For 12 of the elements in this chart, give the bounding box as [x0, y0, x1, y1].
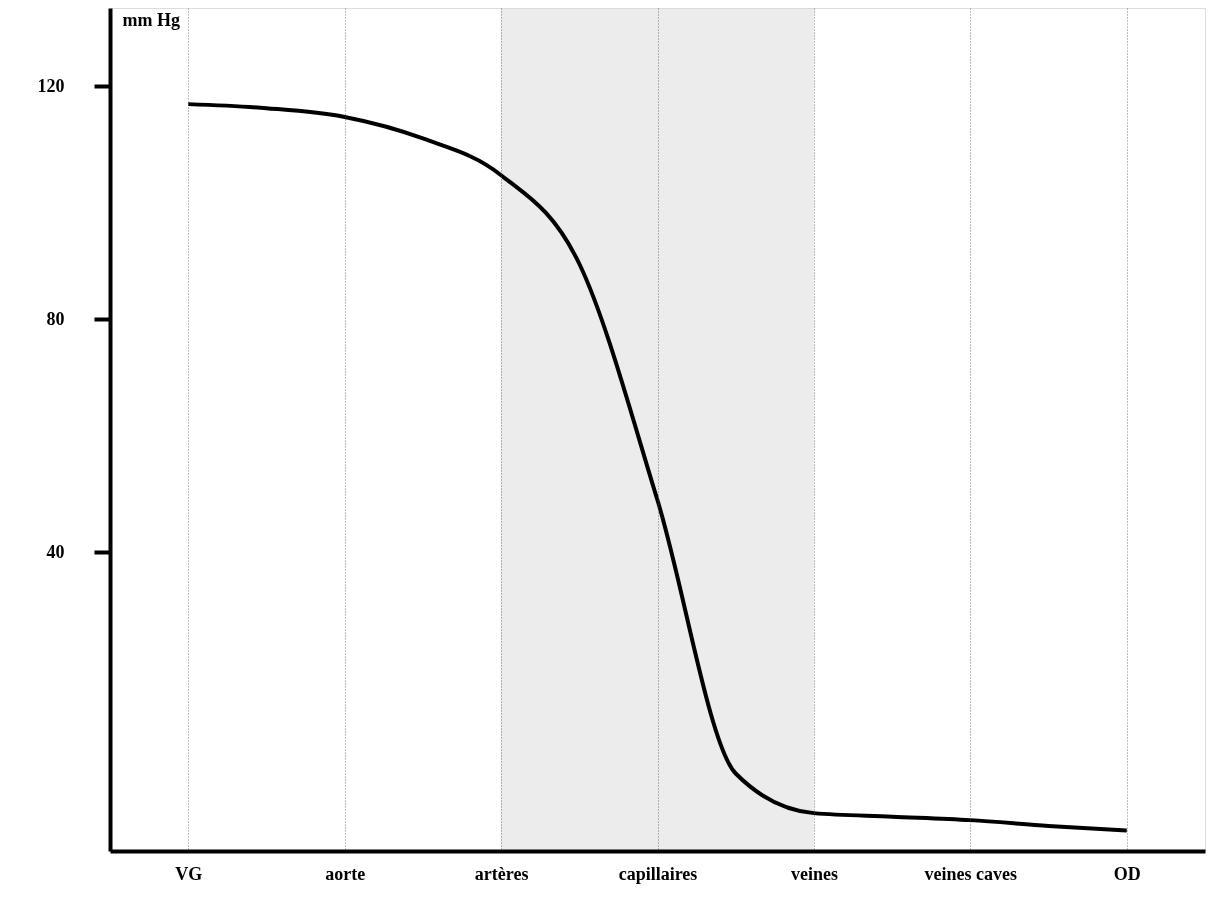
y-tick-label: 120: [37, 75, 65, 96]
y-tick-label: 80: [46, 308, 65, 329]
x-tick-label: VG: [175, 863, 203, 884]
x-tick-label: OD: [1113, 863, 1141, 884]
x-tick-label: capillaires: [618, 863, 698, 884]
y-axis-title: mm Hg: [122, 9, 180, 30]
x-tick-label: artères: [474, 863, 529, 884]
x-tick-label: aorte: [325, 863, 366, 884]
line-series: [186, 102, 1129, 833]
x-tick-label: veines caves: [924, 863, 1018, 884]
x-tick-label: veines: [790, 863, 838, 884]
y-tick-label: 40: [46, 541, 65, 562]
